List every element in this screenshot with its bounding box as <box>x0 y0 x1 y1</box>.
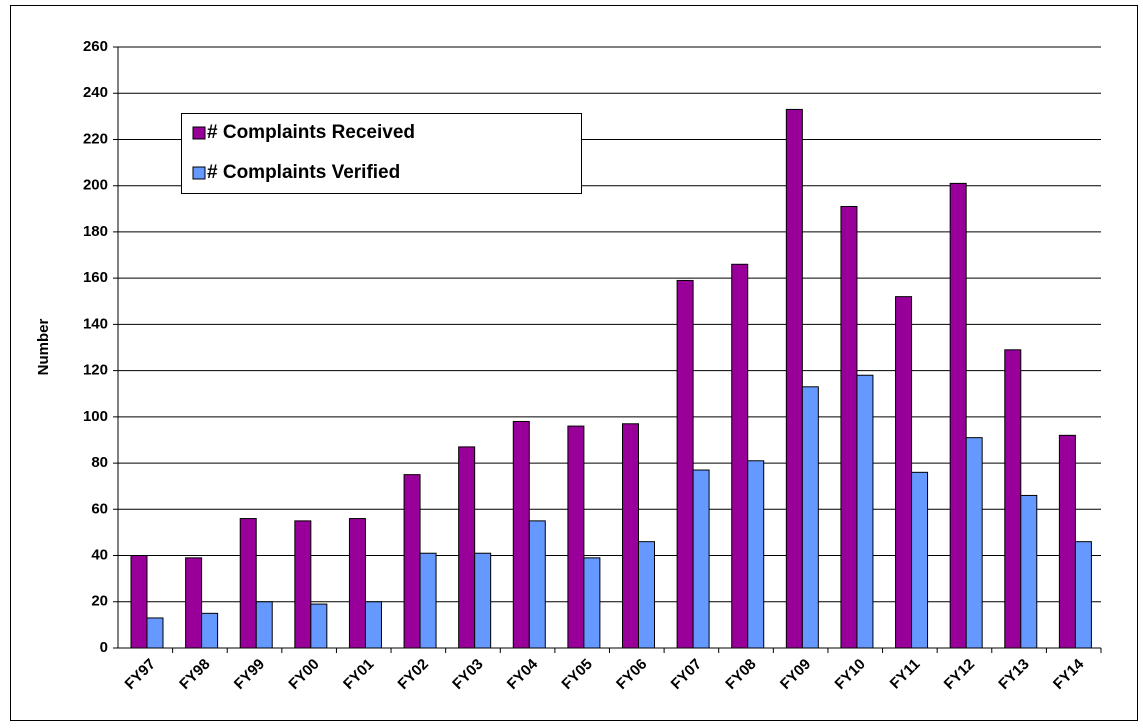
y-tick-label: 260 <box>83 38 108 55</box>
bar <box>185 557 203 649</box>
y-tick-label: 160 <box>83 269 108 286</box>
bar <box>1074 541 1092 649</box>
y-tick-label: 40 <box>91 547 108 564</box>
y-tick-label: 100 <box>83 408 108 425</box>
bar <box>949 182 967 649</box>
bar <box>638 541 655 649</box>
y-tick-label: 220 <box>83 130 108 147</box>
y-tick-label: 140 <box>83 315 108 332</box>
bar <box>146 617 164 649</box>
bar <box>528 520 546 649</box>
y-axis-label: Number <box>35 319 52 376</box>
bar <box>458 446 476 649</box>
bar <box>840 205 858 649</box>
bar <box>856 374 874 649</box>
bar <box>583 557 601 649</box>
bar <box>419 552 437 649</box>
bar <box>731 263 749 649</box>
y-tick-label: 0 <box>100 639 108 656</box>
bar <box>895 296 913 649</box>
bar <box>622 423 639 649</box>
bar <box>1004 349 1022 649</box>
bar <box>965 437 983 649</box>
legend-label: # Complaints Received <box>207 122 415 143</box>
bar <box>310 603 328 649</box>
y-tick-label: 180 <box>83 223 108 240</box>
bar <box>348 518 366 649</box>
bar <box>692 469 710 649</box>
bar <box>512 420 530 649</box>
y-tick-label: 20 <box>91 593 108 610</box>
y-tick-label: 80 <box>91 454 108 471</box>
bar <box>255 601 273 649</box>
bar <box>364 601 382 649</box>
bar <box>239 518 257 649</box>
y-tick-label: 60 <box>91 500 108 517</box>
legend-swatch <box>192 166 206 180</box>
bar <box>785 108 803 649</box>
y-tick-label: 200 <box>83 177 108 194</box>
bar <box>1020 494 1038 649</box>
bar <box>567 425 585 649</box>
legend-label: # Complaints Verified <box>207 162 400 183</box>
bar <box>747 460 765 649</box>
bar <box>1058 434 1076 649</box>
y-tick-label: 120 <box>83 362 108 379</box>
bar <box>474 552 492 649</box>
bar <box>403 474 421 649</box>
y-tick-label: 240 <box>83 84 108 101</box>
bar <box>911 471 929 649</box>
bar <box>801 386 819 649</box>
bar <box>294 520 312 649</box>
bar <box>201 612 219 649</box>
bar <box>130 555 148 649</box>
legend-swatch <box>192 126 206 140</box>
legend-box <box>181 113 582 194</box>
bar <box>676 279 694 649</box>
